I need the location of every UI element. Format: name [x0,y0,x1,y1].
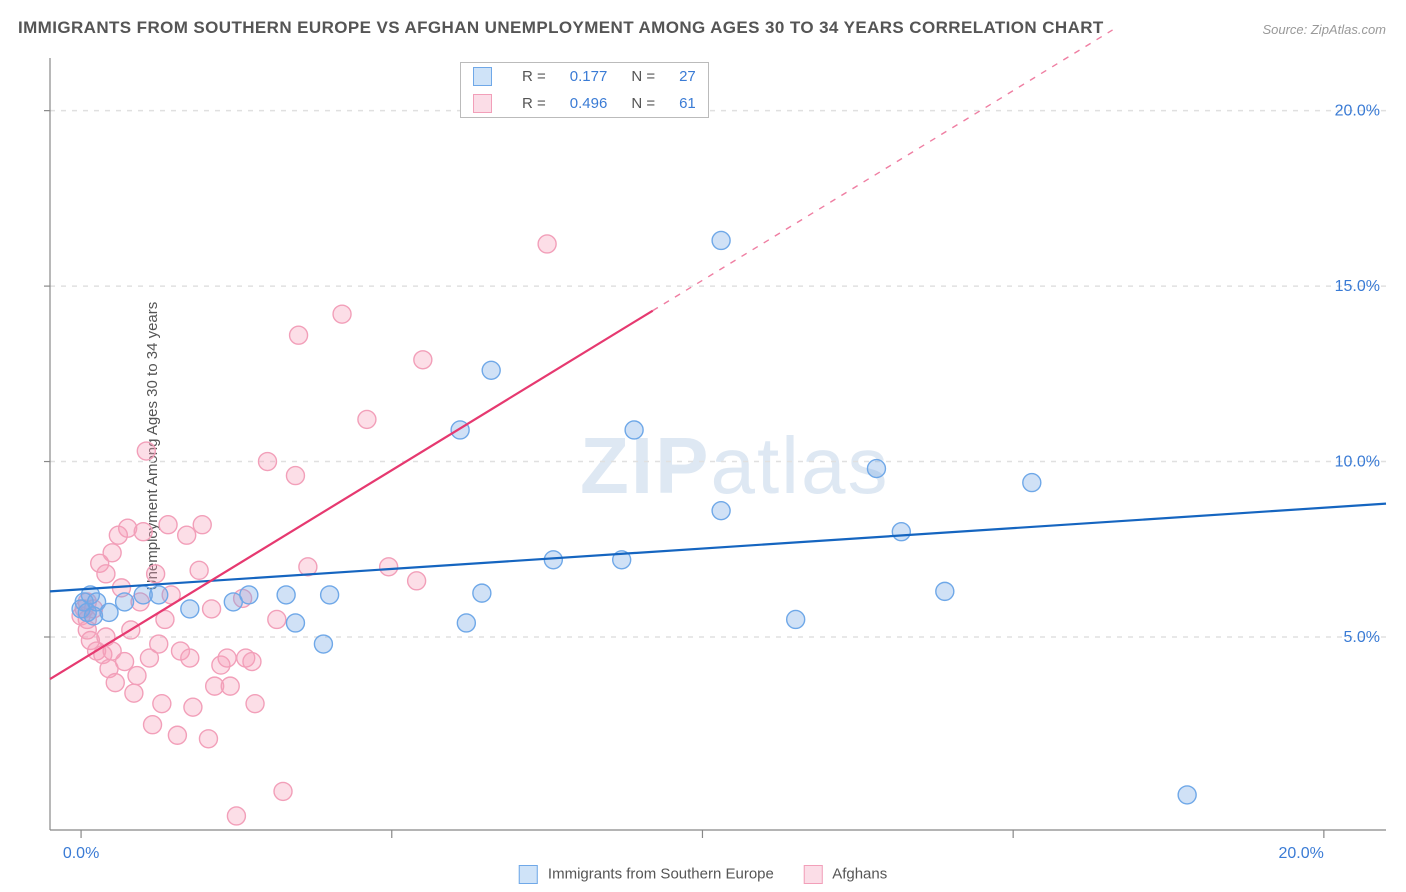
legend-item-blue: Immigrants from Southern Europe [519,865,774,884]
legend-swatch-pink [804,865,823,884]
r-label: R = [510,90,558,117]
svg-text:15.0%: 15.0% [1335,278,1380,295]
svg-text:0.0%: 0.0% [63,845,99,862]
legend-swatch-blue [519,865,538,884]
r-value-pink: 0.496 [558,90,620,117]
legend-swatch-pink [473,94,492,113]
legend-label-pink: Afghans [832,865,887,882]
n-label: N = [619,90,667,117]
legend-label-blue: Immigrants from Southern Europe [548,865,774,882]
chart-container: IMMIGRANTS FROM SOUTHERN EUROPE VS AFGHA… [0,0,1406,892]
correlation-legend: R = 0.177 N = 27 R = 0.496 N = 61 [460,62,709,118]
n-label: N = [619,63,667,90]
r-label: R = [510,63,558,90]
n-value-blue: 27 [667,63,708,90]
n-value-pink: 61 [667,90,708,117]
svg-text:20.0%: 20.0% [1335,103,1380,120]
series-legend: Immigrants from Southern Europe Afghans [519,865,888,884]
legend-row-pink: R = 0.496 N = 61 [461,90,708,117]
legend-item-pink: Afghans [804,865,887,884]
legend-row-blue: R = 0.177 N = 27 [461,63,708,90]
legend-swatch-blue [473,67,492,86]
plot-area: 5.0% 10.0% 15.0% 20.0% 0.0% 20.0% [0,0,1406,892]
svg-text:20.0%: 20.0% [1278,845,1323,862]
svg-text:5.0%: 5.0% [1344,629,1380,646]
r-value-blue: 0.177 [558,63,620,90]
svg-text:10.0%: 10.0% [1335,454,1380,471]
